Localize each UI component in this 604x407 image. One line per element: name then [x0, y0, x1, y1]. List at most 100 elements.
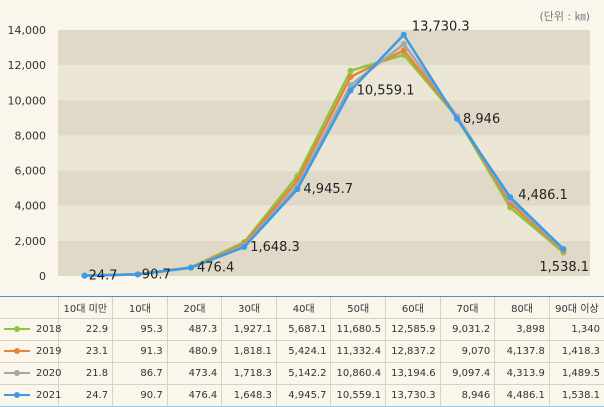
y-tick-label: 4,000 — [15, 200, 47, 213]
table-cell: 1,340 — [548, 318, 604, 341]
table-cell: 4,137.8 — [494, 340, 550, 363]
y-tick-label: 12,000 — [8, 59, 47, 72]
data-point-2021 — [294, 186, 301, 193]
table-cell: 1,818.1 — [221, 340, 277, 363]
data-point-2021 — [507, 194, 514, 201]
data-label: 476.4 — [197, 261, 234, 276]
table-cell: 23.1 — [57, 340, 113, 363]
data-label: 13,730.3 — [412, 20, 470, 35]
data-label: 4,486.1 — [518, 188, 568, 203]
grid-band — [58, 30, 590, 66]
table-header-row: 10대 미만 10대 20대 30대 40대 50대 60대 70대 80대 90대 이상 — [0, 296, 604, 319]
data-point-2018 — [347, 67, 354, 74]
table-cell: 480.9 — [166, 340, 222, 363]
table-cell: 90.7 — [112, 384, 168, 407]
legend-entry: 2021 — [0, 384, 62, 407]
legend-label: 2018 — [36, 324, 62, 335]
table-cell: 5,142.2 — [275, 362, 331, 385]
data-point-2021 — [134, 271, 141, 278]
legend-swatch — [4, 325, 30, 333]
data-point-2020 — [400, 41, 407, 48]
legend-entry: 2020 — [0, 362, 62, 385]
data-label: 8,946 — [463, 112, 500, 127]
table-cell: 13,194.6 — [385, 362, 441, 385]
data-label: 24.7 — [89, 269, 118, 284]
data-label: 1,648.3 — [250, 240, 300, 255]
table-cell: 473.4 — [166, 362, 222, 385]
data-label: 1,538.1 — [539, 260, 589, 275]
table-cell: 5,424.1 — [275, 340, 331, 363]
table-cell: 1,418.3 — [548, 340, 604, 363]
data-point-2021 — [454, 115, 460, 122]
column-header: 80대 — [494, 296, 550, 319]
column-header: 20대 — [166, 296, 222, 319]
table-cell: 91.3 — [112, 340, 168, 363]
table-cell: 21.8 — [57, 362, 113, 385]
table-cell: 3,898 — [494, 318, 550, 341]
table-cell: 12,837.2 — [385, 340, 441, 363]
legend-entry: 2018 — [0, 318, 62, 341]
table-cell: 5,687.1 — [275, 318, 331, 341]
table-cell: 4,313.9 — [494, 362, 550, 385]
y-tick-label: 8,000 — [15, 129, 47, 142]
legend-swatch — [4, 369, 30, 377]
y-tick-label: 10,000 — [8, 94, 47, 107]
table-row: 2021 24.7 90.7 476.4 1,648.3 4,945.7 10,559.1 1… — [0, 384, 604, 407]
data-point-2021 — [81, 272, 88, 279]
data-point-2021 — [188, 264, 194, 271]
table-row: 2019 23.1 91.3 480.9 1,818.1 5,424.1 11,332.4 1… — [0, 340, 604, 363]
table-cell: 1,489.5 — [548, 362, 604, 385]
column-header: 30대 — [221, 296, 277, 319]
y-tick-label: 6,000 — [15, 165, 47, 178]
table-row: 2020 21.8 86.7 473.4 1,718.3 5,142.2 10,860.4 1… — [0, 362, 604, 385]
table-cell: 476.4 — [166, 384, 222, 407]
table-cell: 10,559.1 — [330, 384, 386, 407]
legend-swatch — [4, 347, 30, 355]
table-cell: 11,680.5 — [330, 318, 386, 341]
table-cell: 22.9 — [57, 318, 113, 341]
data-table: 10대 미만 10대 20대 30대 40대 50대 60대 70대 80대 90대 이상 201… — [0, 296, 604, 407]
legend-swatch — [4, 391, 30, 399]
table-cell: 1,538.1 — [548, 384, 604, 407]
table-cell: 24.7 — [57, 384, 113, 407]
table-cell: 487.3 — [166, 318, 222, 341]
data-point-2019 — [400, 47, 407, 54]
table-cell: 1,927.1 — [221, 318, 277, 341]
grid-band — [58, 65, 590, 101]
table-cell: 9,097.4 — [439, 362, 495, 385]
legend-label: 2021 — [36, 390, 62, 401]
table-cell: 8,946 — [439, 384, 495, 407]
table-cell: 13,730.3 — [385, 384, 441, 407]
data-point-2021 — [241, 244, 248, 251]
grid-band — [58, 205, 590, 241]
data-point-2021 — [347, 87, 354, 94]
data-label: 10,559.1 — [357, 83, 415, 98]
data-point-2021 — [400, 31, 407, 38]
data-label: 90.7 — [142, 267, 171, 282]
table-cell: 1,718.3 — [221, 362, 277, 385]
table-cell: 9,031.2 — [439, 318, 495, 341]
data-point-2020 — [347, 82, 354, 89]
table-cell: 4,486.1 — [494, 384, 550, 407]
legend-entry: 2019 — [0, 340, 62, 363]
table-cell: 4,945.7 — [275, 384, 331, 407]
y-tick-label: 2,000 — [15, 235, 47, 248]
table-cell: 86.7 — [112, 362, 168, 385]
grid-band — [58, 240, 590, 276]
data-point-2021 — [560, 245, 567, 252]
table-cell: 10,860.4 — [330, 362, 386, 385]
column-header: 40대 — [275, 296, 331, 319]
table-cell: 9,070 — [439, 340, 495, 363]
column-header: 50대 — [330, 296, 386, 319]
data-point-2019 — [347, 73, 354, 80]
legend-label: 2020 — [36, 368, 62, 379]
column-header: 60대 — [385, 296, 441, 319]
data-label: 4,945.7 — [303, 182, 353, 197]
table-cell: 11,332.4 — [330, 340, 386, 363]
table-cell: 1,648.3 — [221, 384, 277, 407]
column-header: 10대 — [112, 296, 168, 319]
y-tick-label: 14,000 — [8, 24, 47, 37]
column-header: 10대 미만 — [57, 296, 113, 319]
column-header: 70대 — [439, 296, 495, 319]
legend-label: 2019 — [36, 346, 62, 357]
